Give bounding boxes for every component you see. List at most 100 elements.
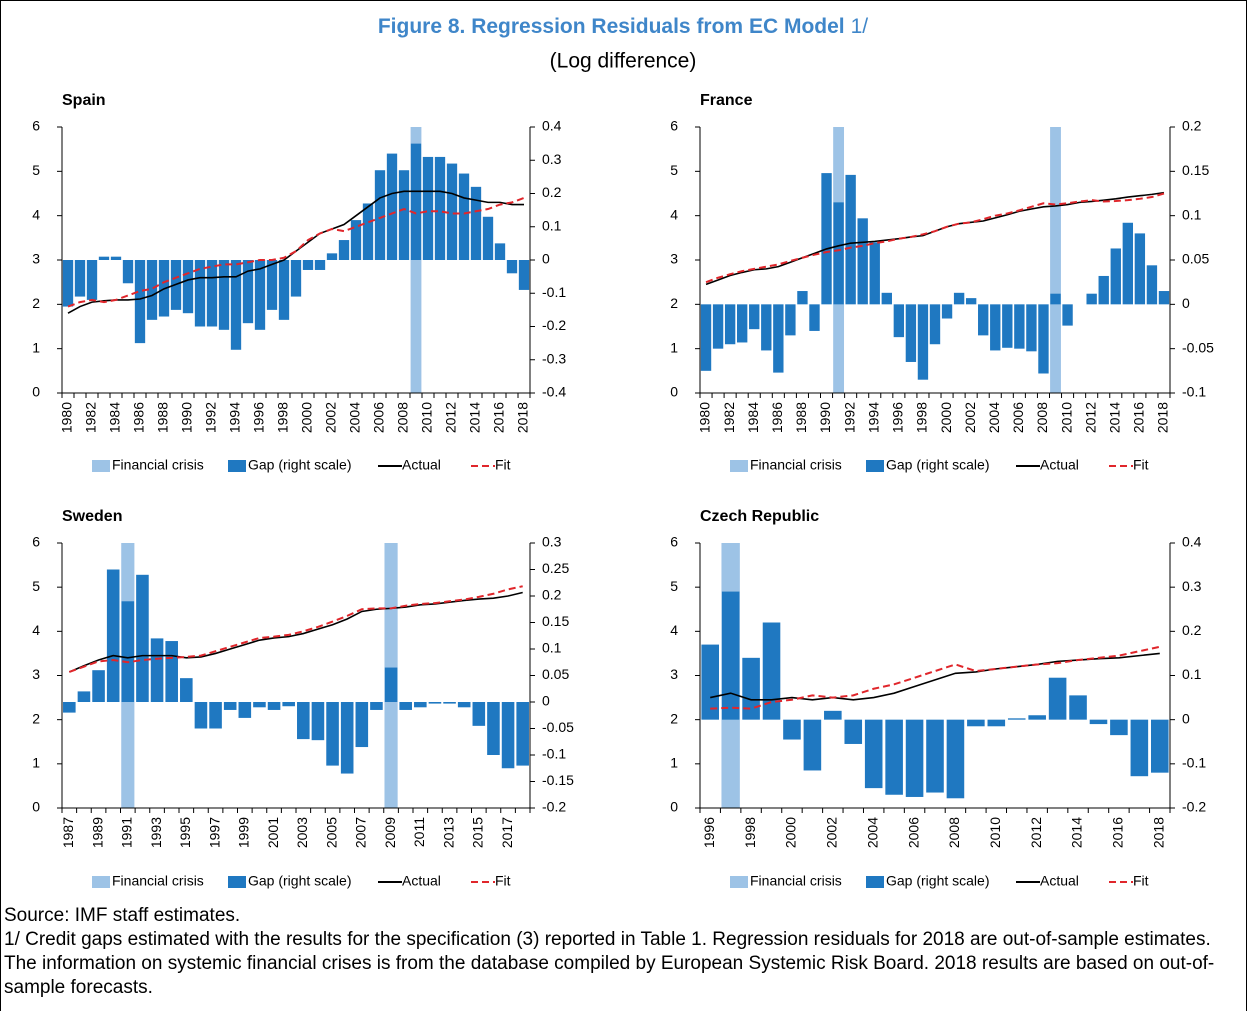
- gap-bar: [457, 702, 471, 708]
- y2-tick-label: 0.2: [542, 587, 562, 603]
- y2-tick-label: 0.05: [542, 666, 569, 682]
- gap-bar: [165, 641, 178, 702]
- legend-label: Fit: [1133, 873, 1149, 889]
- gap-bar: [1028, 715, 1046, 720]
- legend-label: Gap (right scale): [886, 873, 989, 889]
- gap-bar: [282, 702, 295, 707]
- x-tick-label: 1987: [60, 817, 76, 848]
- x-tick-label: 1998: [275, 402, 291, 433]
- y-tick-label: 0: [32, 384, 40, 400]
- y-tick-label: 0: [670, 799, 678, 815]
- y-tick-label: 6: [670, 534, 678, 550]
- gap-bar: [434, 156, 446, 260]
- y2-tick-label: 0.3: [1182, 578, 1202, 594]
- gap-bar: [290, 260, 302, 297]
- gap-bar: [340, 702, 354, 774]
- gap-bar: [701, 644, 720, 720]
- legend-label: Financial crisis: [750, 873, 842, 889]
- x-tick-label: 2016: [1110, 817, 1126, 848]
- x-tick-label: 1986: [769, 402, 785, 433]
- gap-bar: [146, 260, 158, 320]
- gap-bar: [98, 256, 110, 260]
- y2-tick-label: 0.3: [542, 151, 562, 167]
- x-tick-label: 2008: [946, 817, 962, 848]
- x-tick-label: 2001: [265, 817, 281, 848]
- x-tick-label: 1980: [59, 402, 75, 433]
- gap-bar: [965, 298, 977, 305]
- gap-bar: [194, 702, 208, 729]
- legend-swatch: [92, 460, 110, 472]
- x-tick-label: 2018: [1155, 402, 1171, 433]
- x-tick-label: 2015: [470, 817, 486, 848]
- gap-bar: [1110, 719, 1128, 736]
- x-tick-label: 2013: [440, 817, 456, 848]
- gap-bar: [414, 702, 427, 708]
- gap-bar: [821, 173, 832, 305]
- gap-bar: [482, 216, 494, 260]
- y2-tick-label: 0.2: [1182, 622, 1202, 638]
- gap-bar: [370, 702, 383, 710]
- gap-bar: [724, 304, 736, 345]
- gap-bar: [773, 304, 784, 373]
- x-tick-label: 1992: [841, 402, 857, 433]
- y-tick-label: 2: [670, 710, 678, 726]
- x-tick-label: 1997: [206, 817, 222, 848]
- gap-bar: [721, 591, 740, 720]
- x-tick-label: 1990: [817, 402, 833, 433]
- gap-bar: [106, 569, 120, 702]
- gap-bar: [253, 702, 266, 708]
- y2-tick-label: -0.1: [1182, 755, 1206, 771]
- gap-bar: [302, 260, 314, 270]
- y-tick-label: 5: [670, 578, 678, 594]
- x-tick-label: 2014: [1106, 402, 1122, 433]
- legend-swatch: [730, 876, 748, 888]
- gap-bar: [1089, 719, 1108, 725]
- gap-bar: [180, 678, 193, 702]
- figure-title-line: Figure 8. Regression Residuals from EC M…: [378, 15, 868, 38]
- gap-bar: [844, 719, 863, 744]
- y2-tick-label: 0: [542, 251, 550, 267]
- gap-bar: [121, 601, 135, 702]
- y2-tick-label: 0.25: [542, 560, 569, 576]
- figure-title-note: 1/: [851, 15, 869, 38]
- gap-bar: [77, 691, 91, 702]
- gap-bar: [516, 702, 529, 766]
- x-tick-label: 2010: [987, 817, 1003, 848]
- gap-bar: [1002, 304, 1013, 348]
- gap-bar: [749, 304, 760, 330]
- gap-bar: [803, 719, 822, 771]
- legend-swatch: [866, 460, 884, 472]
- gap-bar: [809, 304, 820, 331]
- gap-bar: [355, 702, 369, 748]
- x-tick-label: 2011: [411, 817, 427, 847]
- gap-bar: [326, 702, 339, 766]
- x-tick-label: 2016: [491, 402, 507, 433]
- x-tick-label: 2008: [1034, 402, 1050, 433]
- figure-title: Figure 8. Regression Residuals from EC M…: [378, 15, 845, 38]
- gap-bar: [362, 203, 374, 260]
- x-tick-label: 2009: [382, 817, 398, 848]
- gap-bar: [182, 260, 194, 314]
- gap-bar: [472, 702, 486, 726]
- x-tick-label: 1998: [914, 402, 930, 433]
- legend-label: Financial crisis: [112, 873, 204, 889]
- gap-bar: [63, 702, 76, 713]
- y2-tick-label: -0.2: [542, 799, 566, 815]
- gap-bar: [1150, 719, 1169, 773]
- legend-label: Actual: [1040, 873, 1079, 889]
- x-tick-label: 2018: [1150, 817, 1166, 848]
- x-tick-label: 1982: [721, 402, 737, 433]
- y2-tick-label: 0.1: [542, 217, 562, 233]
- gap-bar: [881, 292, 892, 305]
- gap-bar: [338, 240, 350, 260]
- crisis-band: [1050, 127, 1061, 393]
- x-tick-label: 2012: [443, 402, 459, 433]
- y-tick-label: 3: [32, 666, 40, 682]
- x-tick-label: 2006: [905, 817, 921, 848]
- legend-label: Gap (right scale): [248, 873, 351, 889]
- gap-bar: [150, 638, 164, 702]
- series-line: [68, 585, 523, 673]
- y2-tick-label: 0.3: [542, 534, 562, 550]
- x-tick-label: 1980: [697, 402, 713, 433]
